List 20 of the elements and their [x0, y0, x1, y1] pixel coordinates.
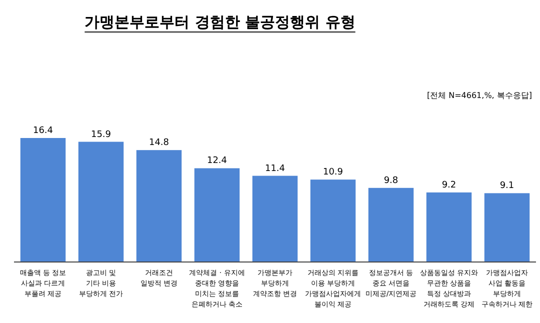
data-label: 12.4 [206, 156, 228, 166]
data-label: 16.4 [32, 126, 54, 136]
data-label: 10.9 [322, 168, 344, 178]
data-label: 15.9 [90, 130, 112, 140]
bar [252, 176, 298, 262]
bar [484, 193, 530, 262]
data-label: 9.2 [442, 180, 456, 190]
bar [194, 168, 240, 262]
bar [78, 142, 124, 262]
bar [426, 192, 472, 262]
bar [136, 150, 182, 262]
data-label: 9.1 [500, 181, 514, 192]
bar [368, 188, 414, 262]
data-label: 9.8 [384, 176, 398, 186]
data-label: 14.8 [148, 138, 170, 148]
bar [310, 180, 356, 262]
text: [전체 N=4661,%, 복수응답] [426, 91, 532, 100]
chart-title: 가맹본부로부터 경험한 불공정행위 유형 [84, 13, 356, 31]
data-label: 11.4 [264, 164, 286, 174]
bar [20, 138, 66, 262]
